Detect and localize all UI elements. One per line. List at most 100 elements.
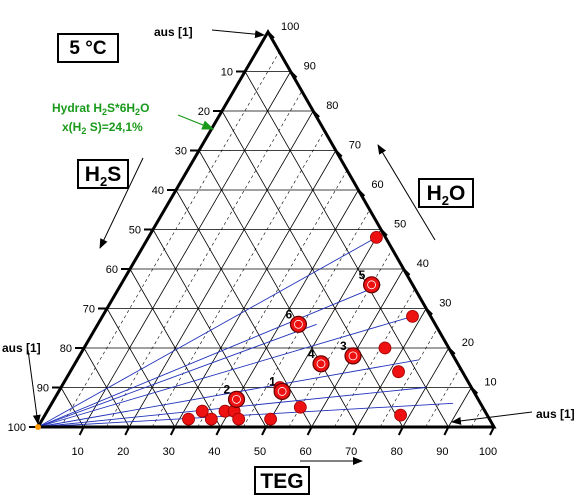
tick-layer: 10 10 10 20 20 20 30 30 30 40 40 40 50 50 50 60 60 60 70 70… xyxy=(8,21,498,458)
aus-top-arrow xyxy=(211,29,265,39)
point-label: 2 xyxy=(224,382,231,396)
grid-line-dashed xyxy=(470,407,483,428)
data-point xyxy=(232,412,246,426)
labeled-point-ring xyxy=(232,394,241,404)
teg-tick xyxy=(124,426,131,436)
h2s-axis-label: H2S xyxy=(77,159,129,189)
labeled-point xyxy=(289,315,308,333)
teg-axis-label: TEG xyxy=(254,466,310,495)
aus-right-arrow xyxy=(451,411,533,425)
h2s-tick-label: 100 xyxy=(8,422,26,434)
h2s-tick-label: 80 xyxy=(60,343,72,355)
aus-right-label: aus [1] xyxy=(536,407,575,421)
teg-tick xyxy=(352,426,359,436)
h2o-axis-label: H2O xyxy=(418,178,474,208)
h2o-tick xyxy=(335,149,343,158)
grid-line-dashed xyxy=(60,51,280,428)
grid-line-dashed xyxy=(106,91,303,428)
labeled-point-ring xyxy=(348,351,358,361)
labeled-point-ring xyxy=(316,359,326,369)
h2o-tick-label: 20 xyxy=(462,337,474,349)
labeled-point-ring xyxy=(367,280,377,290)
h2o-tick xyxy=(380,228,388,237)
grid-line-h2s xyxy=(198,150,358,428)
h2o-tick xyxy=(402,268,411,276)
teg-tick xyxy=(489,426,495,436)
data-point xyxy=(378,341,392,355)
corner-marker xyxy=(35,424,41,430)
grid-line-teg xyxy=(83,71,291,428)
data-point xyxy=(204,412,218,426)
teg-tick xyxy=(215,426,222,436)
teg-tick-label: 80 xyxy=(391,446,403,458)
point-label: 1 xyxy=(269,374,276,388)
tie-line xyxy=(37,402,454,428)
aus-left-label: aus [1] xyxy=(2,341,41,355)
teg-tick-label: 70 xyxy=(345,446,357,458)
tie-line xyxy=(37,284,381,428)
teg-tick-label: 30 xyxy=(163,446,175,458)
h2o-tick xyxy=(470,386,479,395)
grid-line-teg xyxy=(356,308,427,428)
grid-line-h2s xyxy=(60,387,84,428)
h2s-tick-label: 60 xyxy=(106,264,118,276)
h2o-tick-label: 50 xyxy=(394,219,406,231)
tie-line xyxy=(37,359,420,428)
point-label: 4 xyxy=(308,347,315,361)
aus-left-arrow xyxy=(27,349,41,425)
h2o-tick xyxy=(425,307,433,316)
teg-tick xyxy=(261,426,267,436)
data-point xyxy=(369,230,383,244)
tie-line xyxy=(37,315,413,428)
h2s-tick-label: 50 xyxy=(129,225,141,237)
grid-line-dashed xyxy=(425,367,461,428)
temperature-label: 5 °C xyxy=(57,33,119,63)
grid-line-dashed xyxy=(197,170,348,428)
grid-line-h2s xyxy=(83,347,130,428)
teg-tick xyxy=(169,426,176,436)
teg-tick xyxy=(78,426,85,436)
data-point xyxy=(182,412,195,426)
data-point xyxy=(293,400,307,414)
teg-tick-label: 40 xyxy=(208,446,220,458)
h2o-tick xyxy=(448,347,456,355)
tie-line xyxy=(37,237,377,428)
h2o-tick-label: 90 xyxy=(304,61,316,73)
labeled-point-ring xyxy=(294,319,303,329)
labeled-point-ring xyxy=(277,387,287,396)
teg-tick-label: 60 xyxy=(299,446,311,458)
h2o-direction-arrow xyxy=(377,144,436,241)
h2o-tick-label: 40 xyxy=(417,258,429,270)
grid-line-dashed xyxy=(242,209,370,428)
grid-line-teg xyxy=(174,150,337,428)
grid-line-dashed xyxy=(379,328,438,428)
grid-line-dashed xyxy=(151,130,325,428)
h2o-tick-label: 100 xyxy=(281,21,299,33)
hydrate-arrow xyxy=(177,114,215,130)
point-label: 3 xyxy=(340,339,347,353)
labeled-point xyxy=(273,382,291,401)
aus-top-label: aus [1] xyxy=(154,25,193,39)
teg-tick xyxy=(397,426,404,436)
data-point xyxy=(406,309,419,323)
h2s-tick-label: 10 xyxy=(221,67,233,79)
labeled-point xyxy=(363,276,381,294)
point-label: 5 xyxy=(359,268,366,282)
annotation-layer: aus [1] aus [1] aus [1] Hydrat H2S*6H2O … xyxy=(2,25,575,465)
grid-line-dashed xyxy=(288,249,393,428)
h2o-tick xyxy=(357,189,366,197)
h2s-direction-arrow xyxy=(99,157,144,249)
grid-line-h2s xyxy=(129,268,221,428)
tie-line xyxy=(37,323,317,428)
teg-tick-label: 20 xyxy=(117,446,129,458)
h2s-tick-label: 30 xyxy=(175,146,187,158)
h2o-tick-label: 80 xyxy=(326,100,338,112)
grid-line-teg xyxy=(311,268,404,428)
h2o-tick-label: 10 xyxy=(484,377,496,389)
h2s-tick-label: 70 xyxy=(83,304,95,316)
h2s-tick-label: 20 xyxy=(198,106,210,118)
point-layer: 1 2 3 4 5 6 xyxy=(35,230,419,430)
labeled-point xyxy=(344,347,362,365)
h2o-tick xyxy=(267,31,275,39)
